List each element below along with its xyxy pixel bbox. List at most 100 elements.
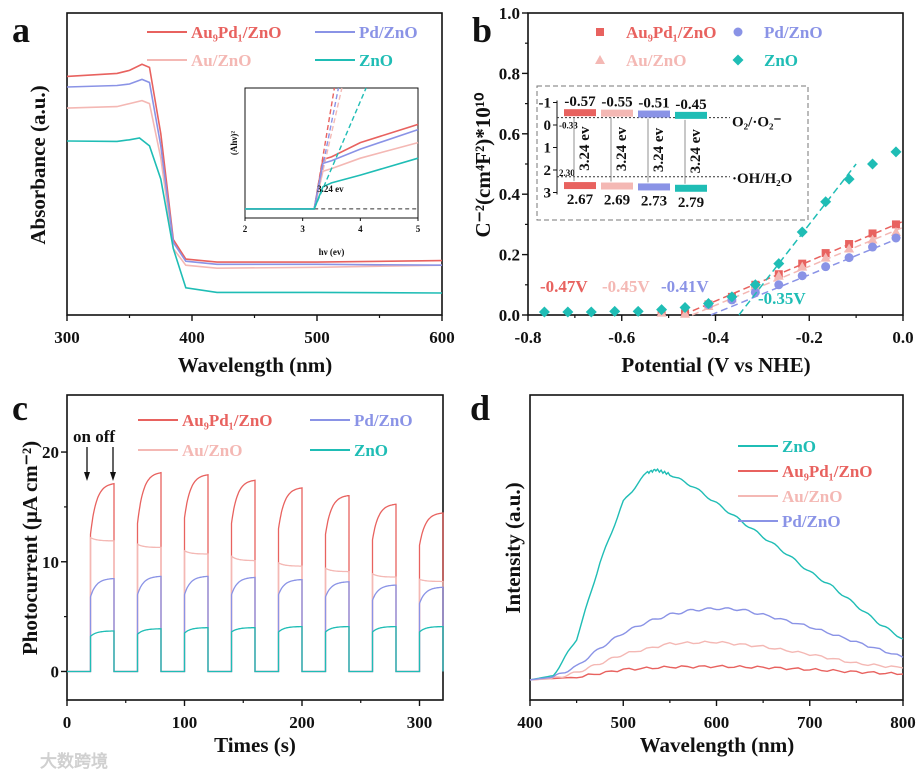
- valence-band-bar: [564, 182, 596, 190]
- data-point-zno: [562, 306, 574, 318]
- valence-band-label: 2.73: [641, 193, 667, 209]
- arrow-head-icon: [84, 472, 90, 481]
- data-point-zno: [609, 305, 621, 317]
- inset-fit-line-pd: [313, 87, 340, 210]
- inset-x-tick-label: 3: [300, 224, 305, 234]
- data-point-pd: [774, 280, 784, 290]
- series-line-au9pd1: [66, 63, 443, 263]
- x-tick-label: -0.4: [702, 328, 729, 347]
- conduction-band-label: -0.45: [675, 97, 706, 113]
- data-point-au: [844, 243, 855, 253]
- reference-level-value: -0.33: [559, 121, 578, 131]
- y-tick-label: 0.0: [499, 306, 520, 325]
- data-point-pd: [797, 271, 807, 281]
- reference-level-label: ·OH/H₂O: [732, 171, 792, 187]
- x-axis-title: Potential (V vs NHE): [621, 353, 810, 377]
- y-tick-label: 1.0: [499, 4, 520, 23]
- legend-label: Au₉Pd₁/ZnO: [782, 462, 873, 481]
- bandgap-label: 3.24 ev: [651, 127, 667, 172]
- x-tick-label: -0.2: [796, 328, 823, 347]
- conduction-band-label: -0.51: [638, 96, 669, 112]
- valence-band-bar: [601, 182, 633, 190]
- valence-band-label: 2.69: [604, 193, 630, 209]
- inset-x-tick-label: 4: [358, 224, 363, 234]
- intercept-label-pd: -0.41V: [661, 277, 709, 296]
- legend-label: Au₉Pd₁/ZnO: [182, 411, 273, 430]
- data-point-zno: [867, 158, 879, 170]
- y-axis-title: C⁻²(cm⁴F²)*10¹⁰: [471, 92, 495, 238]
- data-point-zno: [843, 173, 855, 185]
- legend-marker: [732, 54, 744, 66]
- data-point-pd: [868, 242, 878, 252]
- data-point-pd: [750, 287, 760, 297]
- legend-label: Au/ZnO: [626, 51, 686, 70]
- y-tick-label: 0.2: [499, 246, 520, 265]
- x-tick-label: 800: [890, 713, 916, 732]
- x-axis-title: Wavelength (nm): [640, 733, 795, 757]
- legend-label: ZnO: [764, 51, 798, 70]
- data-point-au9pd1: [891, 220, 900, 229]
- y-axis-title: Photocurrent (μA cm⁻²): [18, 441, 42, 655]
- series-line-pd: [66, 78, 443, 266]
- legend-label: ZnO: [354, 441, 388, 460]
- data-point-zno: [726, 291, 738, 303]
- data-point-zno: [632, 305, 644, 317]
- y-axis-title: Intensity (a.u.): [501, 482, 525, 613]
- data-point-au: [797, 261, 808, 271]
- energy-tick-label: 0: [544, 118, 552, 134]
- data-point-pd: [844, 253, 854, 263]
- data-point-zno: [796, 226, 808, 238]
- intercept-label-au: -0.45V: [602, 277, 650, 296]
- legend-label: Pd/ZnO: [782, 512, 841, 531]
- series-line-au9pd1: [529, 664, 904, 681]
- legend-label: Pd/ZnO: [354, 411, 413, 430]
- series-line-au: [66, 99, 443, 270]
- data-point-au: [820, 252, 831, 262]
- data-point-zno: [585, 306, 597, 318]
- legend-marker: [595, 55, 605, 64]
- bandgap-label: 3.24 ev: [688, 129, 704, 174]
- conduction-band-label: -0.57: [564, 94, 596, 110]
- x-axis-title: Times (s): [214, 733, 296, 757]
- panel-label-a: a: [12, 10, 30, 50]
- legend-label: ZnO: [359, 51, 393, 70]
- bandgap-label: 3.24 ev: [614, 127, 630, 172]
- x-tick-label: -0.8: [515, 328, 542, 347]
- x-tick-label: 700: [797, 713, 823, 732]
- plot-frame: [529, 394, 904, 701]
- data-point-zno: [890, 146, 902, 158]
- x-tick-label: 300: [407, 713, 433, 732]
- x-tick-label: 400: [179, 328, 205, 347]
- energy-tick-label: -1: [539, 96, 552, 112]
- x-tick-label: 500: [611, 713, 637, 732]
- x-tick-label: 0: [63, 713, 72, 732]
- legend-label: ZnO: [782, 437, 816, 456]
- valence-band-label: 2.79: [678, 195, 704, 211]
- y-tick-label: 0: [51, 662, 60, 681]
- data-point-au9pd1: [868, 229, 877, 238]
- x-tick-label: 200: [289, 713, 315, 732]
- valence-band-label: 2.67: [567, 192, 594, 208]
- fit-line-pd: [710, 235, 904, 316]
- inset-x-tick-label: 2: [243, 224, 248, 234]
- arrow-head-icon: [110, 472, 116, 481]
- panel-label-d: d: [470, 388, 490, 428]
- data-point-pd: [891, 233, 901, 243]
- panel-label-c: c: [12, 388, 28, 428]
- energy-tick-label: 3: [544, 186, 552, 202]
- inset-frame: [536, 85, 809, 221]
- legend-label: Au/ZnO: [182, 441, 242, 460]
- data-point-au: [867, 234, 878, 244]
- conduction-band-bar: [564, 109, 596, 117]
- data-point-zno: [679, 301, 691, 313]
- energy-tick-label: 1: [544, 141, 552, 157]
- panel-b: b -0.8 -0.6 -0.4 -0.2 0.0 0.0 0.2 0.4 0.6 0.8 1.0 Po…: [471, 4, 914, 377]
- x-tick-label: 300: [54, 328, 80, 347]
- data-point-zno: [820, 196, 832, 208]
- panel-a: a 300 400 500 600 Wavelength (nm) Absorbance (…: [12, 10, 455, 377]
- data-point-zno: [773, 258, 785, 270]
- inset-tauc-plot: 2 3 4 5 hν (ev) (Ahν)² 3.24 ev: [229, 87, 421, 257]
- reference-level-value: 2.30: [559, 168, 575, 178]
- panel-c: c 0 100 200 300 0 10 20 Times (s) Photocurrent (μ…: [12, 388, 444, 757]
